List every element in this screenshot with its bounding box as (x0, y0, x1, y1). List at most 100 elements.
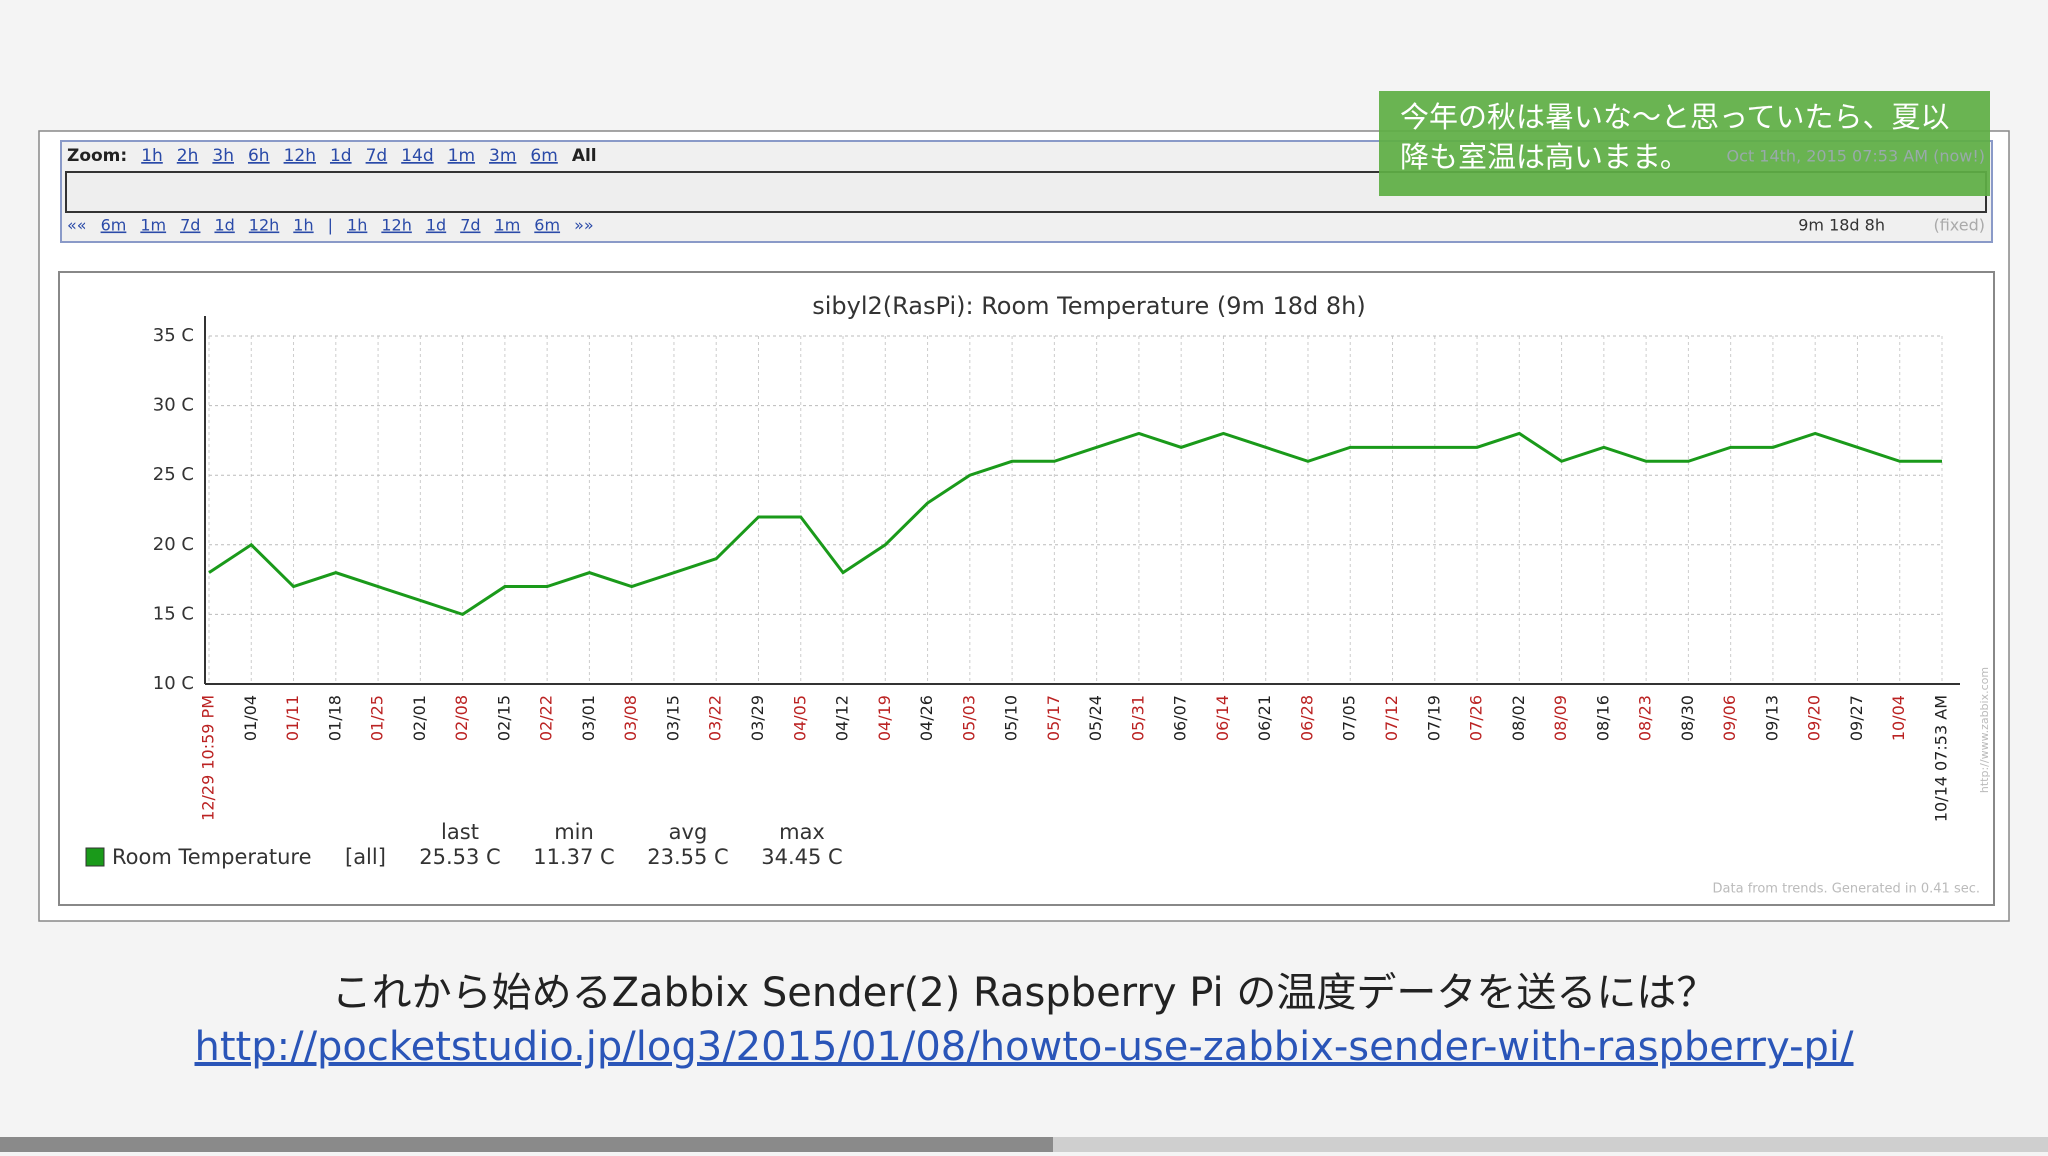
zoom-option[interactable]: 1h (141, 146, 163, 166)
zoom-option[interactable]: 12h (284, 146, 316, 166)
x-tick-label: 07/05 (1340, 695, 1359, 741)
zoom-label: Zoom: (67, 146, 127, 166)
y-tick-label: 30 C (153, 395, 194, 416)
x-tick-label: 07/19 (1424, 695, 1443, 741)
x-tick-label: 01/25 (368, 695, 387, 741)
zoom-option[interactable]: 3h (212, 146, 234, 166)
x-tick-label: 06/28 (1297, 695, 1316, 741)
x-tick-label: 01/04 (241, 695, 260, 741)
period: 9m 18d 8h (1798, 216, 1885, 235)
footer: Data from trends. Generated in 0.41 sec. (1713, 882, 1980, 897)
range: Oct 14th, 2015 07:53 AM (now!) (1727, 147, 1985, 166)
fixed: (fixed) (1933, 216, 1985, 235)
graph-box (58, 271, 1995, 906)
y-tick-label: 20 C (153, 534, 194, 555)
nav-option[interactable]: «« (67, 216, 87, 235)
nav-option[interactable]: 12h (249, 216, 280, 235)
callout-box (1379, 91, 1990, 196)
x-tick-label: 07/12 (1382, 695, 1401, 741)
x-tick-label: 12/29 10:59 PM (199, 695, 218, 821)
x-tick-label: 03/22 (706, 695, 725, 741)
zoom-option[interactable]: 2h (177, 146, 199, 166)
x-tick-label: 08/02 (1509, 695, 1528, 741)
nav-option[interactable]: | (328, 216, 333, 235)
caption-title: これから始めるZabbix Sender(2) Raspberry Pi の温度… (332, 970, 1717, 1016)
x-tick-label: 05/03 (959, 695, 978, 741)
x-tick-label: 02/08 (452, 695, 471, 741)
nav-option[interactable]: 6m (101, 216, 127, 235)
zoom-option[interactable]: 6h (248, 146, 270, 166)
series-line (208, 431, 1942, 617)
x-tick-label: 03/15 (663, 695, 682, 741)
x-tick-label: 04/19 (875, 695, 894, 741)
x-tick-label: 10/14 07:53 AM (1932, 695, 1951, 822)
x-tick-label: 05/31 (1128, 695, 1147, 741)
x-tick-label: 06/07 (1171, 695, 1190, 741)
x-tick-label: 09/13 (1762, 695, 1781, 741)
nav-option[interactable]: 1h (293, 216, 313, 235)
stats-value: 25.53 C (419, 845, 500, 869)
y-tick-label: 25 C (153, 464, 194, 485)
x-tick-label: 04/26 (917, 695, 936, 741)
x-tick-label: 01/11 (283, 695, 302, 741)
watermark: http://www.zabbix.com (1978, 667, 1991, 793)
zoom-option[interactable]: 1m (448, 146, 475, 166)
zoom-option[interactable]: 3m (489, 146, 516, 166)
chart-title: sibyl2(RasPi): Room Temperature (9m 18d … (812, 292, 1365, 320)
x-tick-label: 02/15 (494, 695, 513, 741)
callout-line: 降も室温は高いまま。 (1400, 140, 1689, 174)
x-tick-label: 07/26 (1467, 695, 1486, 741)
x-tick-label: 03/01 (579, 695, 598, 741)
zoom-option[interactable]: 6m (530, 146, 557, 166)
caption-url[interactable]: http://pocketstudio.jp/log3/2015/01/08/h… (195, 1024, 1855, 1070)
zoom-option[interactable]: 7d (366, 146, 388, 166)
x-tick-label: 09/20 (1805, 695, 1824, 741)
x-tick-label: 06/21 (1255, 695, 1274, 741)
x-tick-label: 08/16 (1593, 695, 1612, 741)
callout-line: 今年の秋は暑いな〜と思っていたら、夏以 (1400, 100, 1950, 134)
nav-option[interactable]: 1h (347, 216, 367, 235)
nav-option[interactable]: 6m (534, 216, 560, 235)
legend-swatch (85, 847, 105, 867)
nav-option[interactable]: 7d (460, 216, 480, 235)
x-tick-label: 08/09 (1551, 695, 1570, 741)
y-tick-label: 10 C (153, 673, 194, 694)
x-tick-label: 04/12 (833, 695, 852, 741)
progress-track (1053, 1137, 2048, 1152)
x-tick-label: 02/22 (537, 695, 556, 741)
stats-value: 11.37 C (533, 845, 614, 869)
nav-option[interactable]: 1m (140, 216, 166, 235)
stats-value: 23.55 C (647, 845, 728, 869)
x-tick-label: 01/18 (325, 695, 344, 741)
x-tick-label: 03/08 (621, 695, 640, 741)
nav-option[interactable]: »» (574, 216, 594, 235)
x-tick-label: 08/23 (1636, 695, 1655, 741)
stats-header: max (779, 820, 825, 844)
x-tick-label: 02/01 (410, 695, 429, 741)
zoom-option[interactable]: 1d (330, 146, 352, 166)
x-tick-label: 03/29 (748, 695, 767, 741)
legend-entry: Room Temperature (112, 845, 312, 869)
progress-bar (0, 1137, 1053, 1152)
nav-option[interactable]: 12h (381, 216, 412, 235)
nav-option[interactable]: 1m (495, 216, 521, 235)
nav-option[interactable]: 1d (214, 216, 234, 235)
stats-scope: [all] (345, 845, 386, 869)
zoom-option[interactable]: All (572, 146, 597, 166)
nav-option[interactable]: 7d (180, 216, 200, 235)
x-tick-label: 10/04 (1889, 695, 1908, 741)
zoom-option[interactable]: 14d (401, 146, 433, 166)
nav-option[interactable]: 1d (426, 216, 446, 235)
stats-header: min (554, 820, 594, 844)
y-tick-label: 35 C (153, 325, 194, 346)
x-tick-label: 05/24 (1086, 695, 1105, 741)
stats-header: avg (669, 820, 708, 844)
x-tick-label: 09/27 (1847, 695, 1866, 741)
x-tick-label: 09/06 (1720, 695, 1739, 741)
stats-header: last (441, 820, 479, 844)
y-tick-label: 15 C (153, 603, 194, 624)
x-tick-label: 05/10 (1002, 695, 1021, 741)
x-tick-label: 05/17 (1044, 695, 1063, 741)
